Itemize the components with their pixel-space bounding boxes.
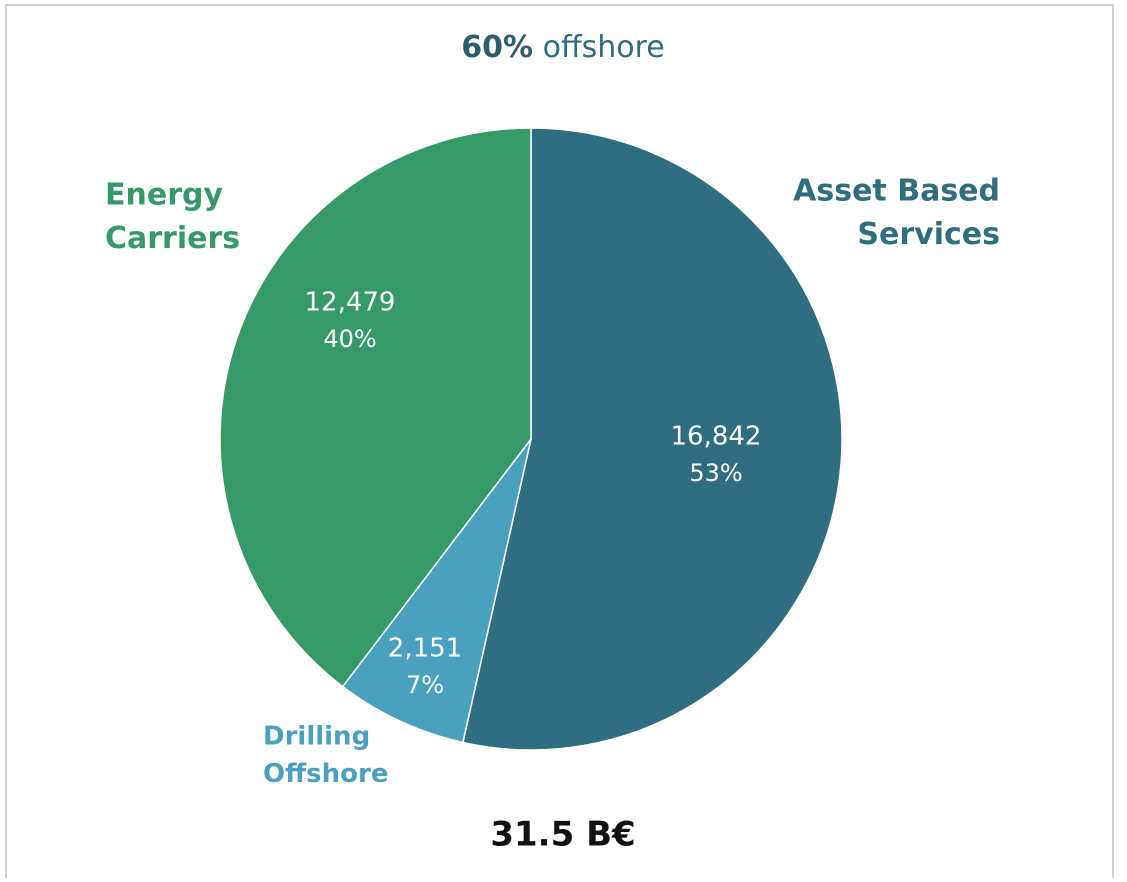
category-label: Offshore — [263, 759, 388, 789]
category-label: Asset Based — [793, 174, 1000, 209]
value-label: 12,479 — [305, 288, 396, 318]
category-label: Carriers — [105, 221, 240, 256]
percent-label: 53% — [689, 459, 742, 487]
category-label: Drilling — [263, 722, 370, 752]
chart-title: 60% offshore — [461, 30, 665, 65]
category-label: Energy — [105, 178, 223, 213]
pie-slice — [461, 127, 843, 751]
total-label: 31.5 B€ — [490, 815, 635, 855]
title-text: offshore — [543, 30, 665, 65]
pie-slice — [219, 127, 532, 688]
percent-label: 40% — [323, 325, 376, 353]
category-label: Services — [857, 217, 1000, 252]
percent-label: 7% — [406, 671, 444, 699]
value-label: 2,151 — [388, 634, 462, 664]
value-label: 16,842 — [671, 422, 762, 452]
pie-slice — [341, 438, 532, 744]
title-emphasis: 60% — [461, 30, 533, 65]
